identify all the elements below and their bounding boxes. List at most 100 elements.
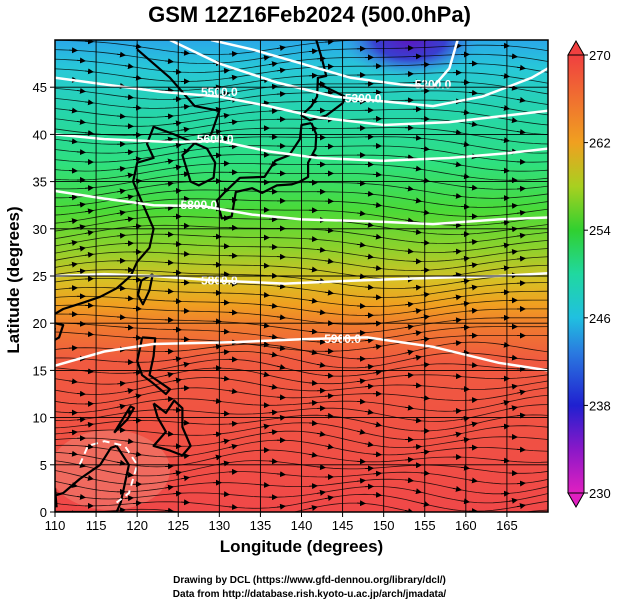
wind-arrow <box>316 489 326 496</box>
wind-arrow <box>460 141 470 148</box>
wind-arrow <box>124 63 134 70</box>
wind-arrow <box>276 471 286 478</box>
streamline <box>55 422 548 441</box>
wind-arrow <box>500 72 510 79</box>
wind-arrow <box>124 94 134 101</box>
wind-arrow <box>549 115 557 116</box>
wind-arrow <box>508 248 518 255</box>
wind-arrow <box>468 89 478 96</box>
streamline <box>91 502 548 512</box>
wind-arrow <box>372 265 382 271</box>
coast-segment <box>136 336 172 396</box>
wind-arrow <box>220 135 230 142</box>
wind-arrow <box>500 341 510 348</box>
wind-arrow <box>124 438 134 445</box>
wind-arrow <box>172 142 182 149</box>
coast-segment <box>55 444 130 512</box>
wind-arrow <box>84 368 94 375</box>
wind-arrow <box>308 236 318 243</box>
wind-arrow <box>76 390 86 397</box>
wind-arrow <box>308 420 318 427</box>
wind-arrow <box>404 404 414 411</box>
wind-arrow <box>220 491 230 498</box>
warm-patch <box>55 430 170 510</box>
wind-arrow <box>308 349 318 356</box>
contour-line <box>78 440 139 504</box>
wind-arrow <box>460 437 470 443</box>
wind-arrow <box>549 193 557 194</box>
wind-arrow <box>76 268 86 275</box>
wind-arrow <box>228 119 238 126</box>
y-axis-label: Latitude (degrees) <box>4 206 23 354</box>
wind-arrow <box>517 37 525 38</box>
wind-arrow <box>68 378 78 385</box>
wind-arrow <box>84 130 94 137</box>
wind-arrow <box>316 309 326 316</box>
wind-arrow <box>412 417 422 424</box>
wind-arrow <box>452 192 462 199</box>
wind-arrow <box>68 285 78 292</box>
wind-arrow <box>228 504 238 511</box>
wind-arrow <box>180 103 190 110</box>
y-tick-label: 45 <box>33 80 47 95</box>
wind-arrow <box>172 490 182 497</box>
wind-arrow <box>508 383 518 390</box>
wind-arrow <box>500 219 510 226</box>
x-axis-label: Longitude (degrees) <box>219 537 384 556</box>
wind-arrow <box>308 380 318 387</box>
wind-arrow <box>220 438 230 445</box>
wind-arrow <box>308 48 318 55</box>
wind-arrow <box>76 57 86 64</box>
wind-arrow <box>508 405 518 412</box>
x-axis: 110 115 120 125 130 135 140 145 150 155 160 165 <box>45 512 518 533</box>
wind-arrow <box>84 208 94 215</box>
x-tick-label: 125 <box>167 518 189 533</box>
wind-arrow <box>212 152 222 159</box>
y-tick-label: 35 <box>33 175 47 190</box>
wind-arrow <box>500 457 510 464</box>
wind-arrow <box>164 507 174 512</box>
cold-low <box>340 40 480 78</box>
wind-arrow <box>460 173 470 180</box>
wind-arrow <box>308 505 318 511</box>
wind-arrow <box>68 450 78 457</box>
wind-arrow <box>364 441 374 448</box>
x-tick-label: 130 <box>208 518 230 533</box>
coast-segment <box>136 273 154 306</box>
wind-arrow <box>372 343 382 350</box>
wind-arrow <box>172 470 182 477</box>
wind-arrow <box>468 362 478 369</box>
wind-arrow <box>404 217 414 224</box>
streamline <box>55 99 548 118</box>
wind-arrow <box>164 158 174 165</box>
wind-arrow <box>516 255 526 262</box>
wind-arrow <box>508 202 518 209</box>
wind-arrow <box>500 399 510 406</box>
wind-arrow <box>364 253 374 260</box>
wind-arrow <box>124 324 134 331</box>
y-tick-label: 15 <box>33 363 47 378</box>
colorbar-bar <box>567 54 585 494</box>
wind-arrow <box>516 503 526 510</box>
wind-arrow <box>412 229 422 235</box>
wind-arrow <box>516 480 526 487</box>
wind-arrow <box>116 232 126 239</box>
wind-arrow <box>549 169 557 170</box>
wind-arrow <box>468 262 478 269</box>
x-tick-label: 110 <box>45 518 66 533</box>
colorbar-label: 246 <box>589 311 611 326</box>
wind-arrow <box>364 284 374 291</box>
wind-arrow <box>549 484 557 486</box>
wind-arrow <box>276 67 286 74</box>
wind-arrow <box>324 393 334 400</box>
wind-arrow <box>124 295 134 302</box>
wind-arrow <box>412 284 422 291</box>
wind-arrow <box>452 486 462 492</box>
wind-arrow <box>116 459 126 466</box>
wind-arrow <box>452 373 462 380</box>
streamline <box>55 233 548 253</box>
contour-label: 5600.0 <box>197 132 234 146</box>
wind-arrow <box>404 372 414 379</box>
wind-arrow <box>516 64 526 71</box>
wind-arrow <box>508 53 518 60</box>
